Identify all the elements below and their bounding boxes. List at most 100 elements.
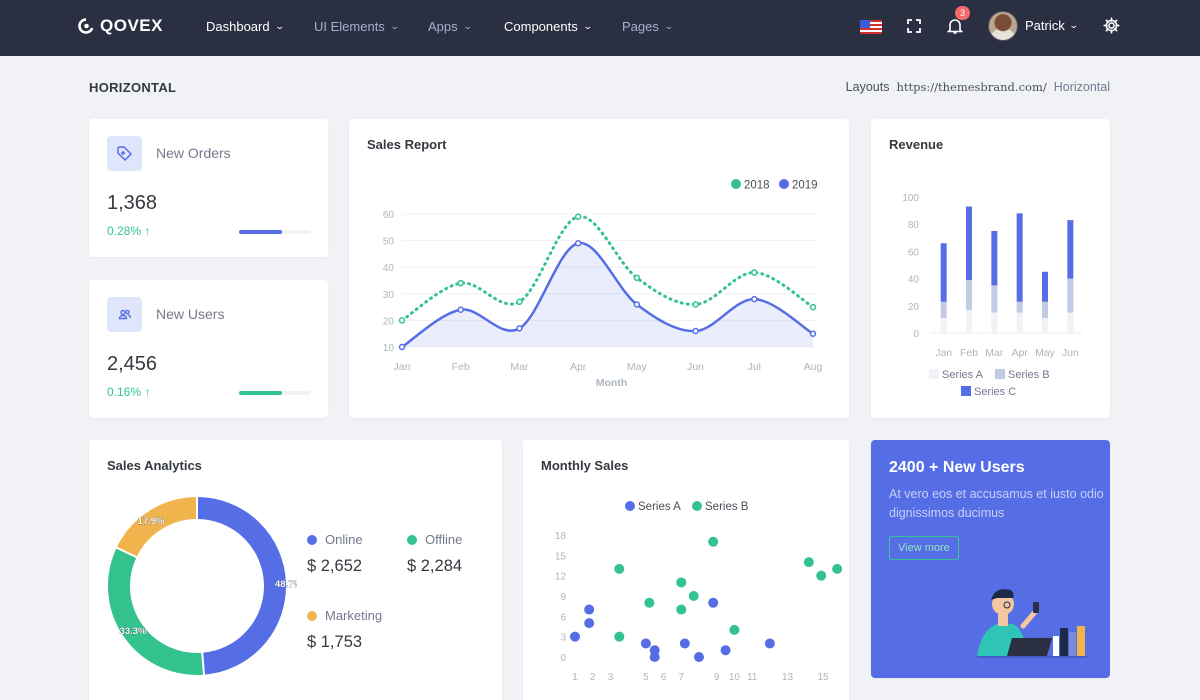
legend-dot — [307, 611, 317, 621]
chevron-down-icon: ⌄ — [582, 21, 593, 31]
nav-components-label: Components — [504, 19, 578, 34]
scatter-point — [803, 557, 814, 568]
breadcrumb-url[interactable]: https://themesbrand.com/ — [896, 80, 1047, 94]
nav-dashboard[interactable]: Dashboard ⌄ — [206, 19, 285, 34]
data-label: 48.7% — [275, 579, 297, 590]
donut-slice-online — [196, 497, 286, 675]
brand-logo[interactable]: QOVEX — [78, 16, 163, 36]
x-tick-label: 15 — [817, 672, 829, 683]
analytics-label-text: Marketing — [325, 608, 383, 623]
analytics-value: $ 2,284 — [407, 557, 463, 575]
nav-components[interactable]: Components ⌄ — [504, 19, 593, 34]
y-tick-label: 15 — [555, 551, 567, 562]
scatter-point — [649, 652, 660, 662]
user-name: Patrick — [1025, 18, 1065, 33]
fullscreen-icon[interactable] — [907, 19, 921, 33]
scatter-point — [614, 563, 625, 574]
stat-value: 2,456 — [107, 353, 158, 375]
stat-progress-fill — [239, 391, 283, 395]
scatter-point — [708, 597, 719, 608]
scatter-point — [584, 604, 595, 615]
x-tick-label: 11 — [747, 672, 758, 683]
y-tick-label: 100 — [902, 193, 919, 204]
revenue-card: Revenue 0 20 40 60 80 100 Jan Feb Mar Apr May Jun Se… — [871, 119, 1110, 418]
x-tick-label: 3 — [608, 672, 614, 683]
new-orders-card: New Orders 1,368 0.28% ↑ — [89, 119, 328, 257]
scatter-point — [679, 638, 690, 649]
bar-series-c — [1016, 213, 1023, 302]
x-tick-label: 9 — [714, 672, 720, 683]
bar-series-a — [1067, 312, 1074, 333]
y-tick-label: 12 — [555, 572, 567, 583]
avatar[interactable] — [988, 11, 1018, 41]
sales-report-chart: 10 20 30 40 50 60 Jan Feb Mar Apr May Jun Jul Aug Mont… — [383, 179, 823, 389]
x-tick-label: May — [627, 361, 648, 373]
bell-icon[interactable] — [947, 17, 963, 35]
data-point — [516, 325, 523, 332]
data-point — [633, 301, 641, 308]
bar-series-c — [1067, 220, 1074, 279]
y-tick-label: 0 — [560, 653, 566, 664]
scatter-point — [694, 652, 704, 662]
us-flag-icon[interactable] — [860, 20, 882, 34]
legend-marker — [692, 501, 702, 511]
gear-icon[interactable] — [1103, 17, 1120, 34]
data-point — [457, 279, 464, 287]
user-menu[interactable]: Patrick ⌄ — [1025, 18, 1079, 33]
bar-series-c — [1042, 271, 1048, 302]
donut-slice-marketing — [116, 497, 198, 558]
bar-series-b — [966, 279, 972, 310]
promo-title: 2400 + New Users — [889, 459, 1025, 476]
stat-value: 1,368 — [107, 192, 158, 214]
x-tick-label: May — [1035, 347, 1056, 359]
x-tick-label: Aug — [804, 361, 823, 373]
data-point — [809, 330, 817, 337]
x-tick-label: 2 — [590, 672, 596, 683]
scatter-point — [584, 618, 595, 629]
stat-label: New Orders — [156, 145, 231, 161]
data-point — [751, 269, 758, 276]
slice-separator — [115, 546, 138, 559]
y-tick-label: 80 — [908, 220, 920, 231]
scatter-point — [614, 631, 625, 642]
x-tick-label: 7 — [679, 672, 685, 683]
chevron-down-icon: ⌄ — [462, 21, 473, 31]
data-point — [633, 274, 641, 282]
nav-pages[interactable]: Pages ⌄ — [622, 19, 674, 34]
bar-series-a — [966, 309, 972, 333]
data-label: 33.3% — [120, 626, 147, 637]
x-tick-label: Apr — [570, 361, 587, 373]
nav-ui-elements[interactable]: UI Elements ⌄ — [314, 19, 400, 34]
stat-progress-fill — [239, 230, 283, 234]
scatter-point — [676, 577, 687, 588]
x-tick-label: 10 — [729, 672, 741, 683]
data-point — [574, 240, 582, 247]
x-tick-label: 1 — [572, 672, 578, 683]
nav-apps[interactable]: Apps ⌄ — [428, 19, 473, 34]
data-point — [574, 213, 582, 220]
breadcrumb-layouts[interactable]: Layouts — [845, 80, 890, 94]
data-point — [751, 295, 758, 303]
page-title: HORIZONTAL — [89, 80, 177, 95]
analytics-online: Online $ 2,652 — [307, 532, 363, 576]
y-tick-label: 10 — [383, 343, 395, 354]
sales-report-card: Sales Report 10 20 30 40 50 60 Jan Feb Mar Apr May… — [349, 119, 849, 418]
data-point — [692, 301, 699, 308]
data-point — [398, 343, 406, 351]
stat-progress-bar — [239, 391, 311, 395]
data-label: 17.9% — [138, 516, 165, 527]
view-more-button[interactable]: View more — [889, 536, 959, 560]
stat-change: 0.16% ↑ — [107, 385, 151, 399]
revenue-chart: 0 20 40 60 80 100 Jan Feb Mar Apr May Jun Series A Se… — [902, 193, 1083, 398]
scatter-point — [640, 638, 651, 649]
nav-dashboard-label: Dashboard — [206, 19, 270, 34]
stat-progress-bar — [239, 230, 311, 234]
nav-apps-label: Apps — [428, 19, 458, 34]
card-title: Revenue — [889, 137, 944, 152]
y-tick-label: 20 — [908, 302, 920, 313]
data-point — [398, 317, 406, 324]
x-tick-label: Mar — [985, 347, 1004, 359]
y-tick-label: 30 — [383, 290, 395, 301]
x-tick-label: 5 — [643, 672, 649, 683]
sales-analytics-donut: 48.7% 33.3% 17.9% — [108, 496, 297, 676]
